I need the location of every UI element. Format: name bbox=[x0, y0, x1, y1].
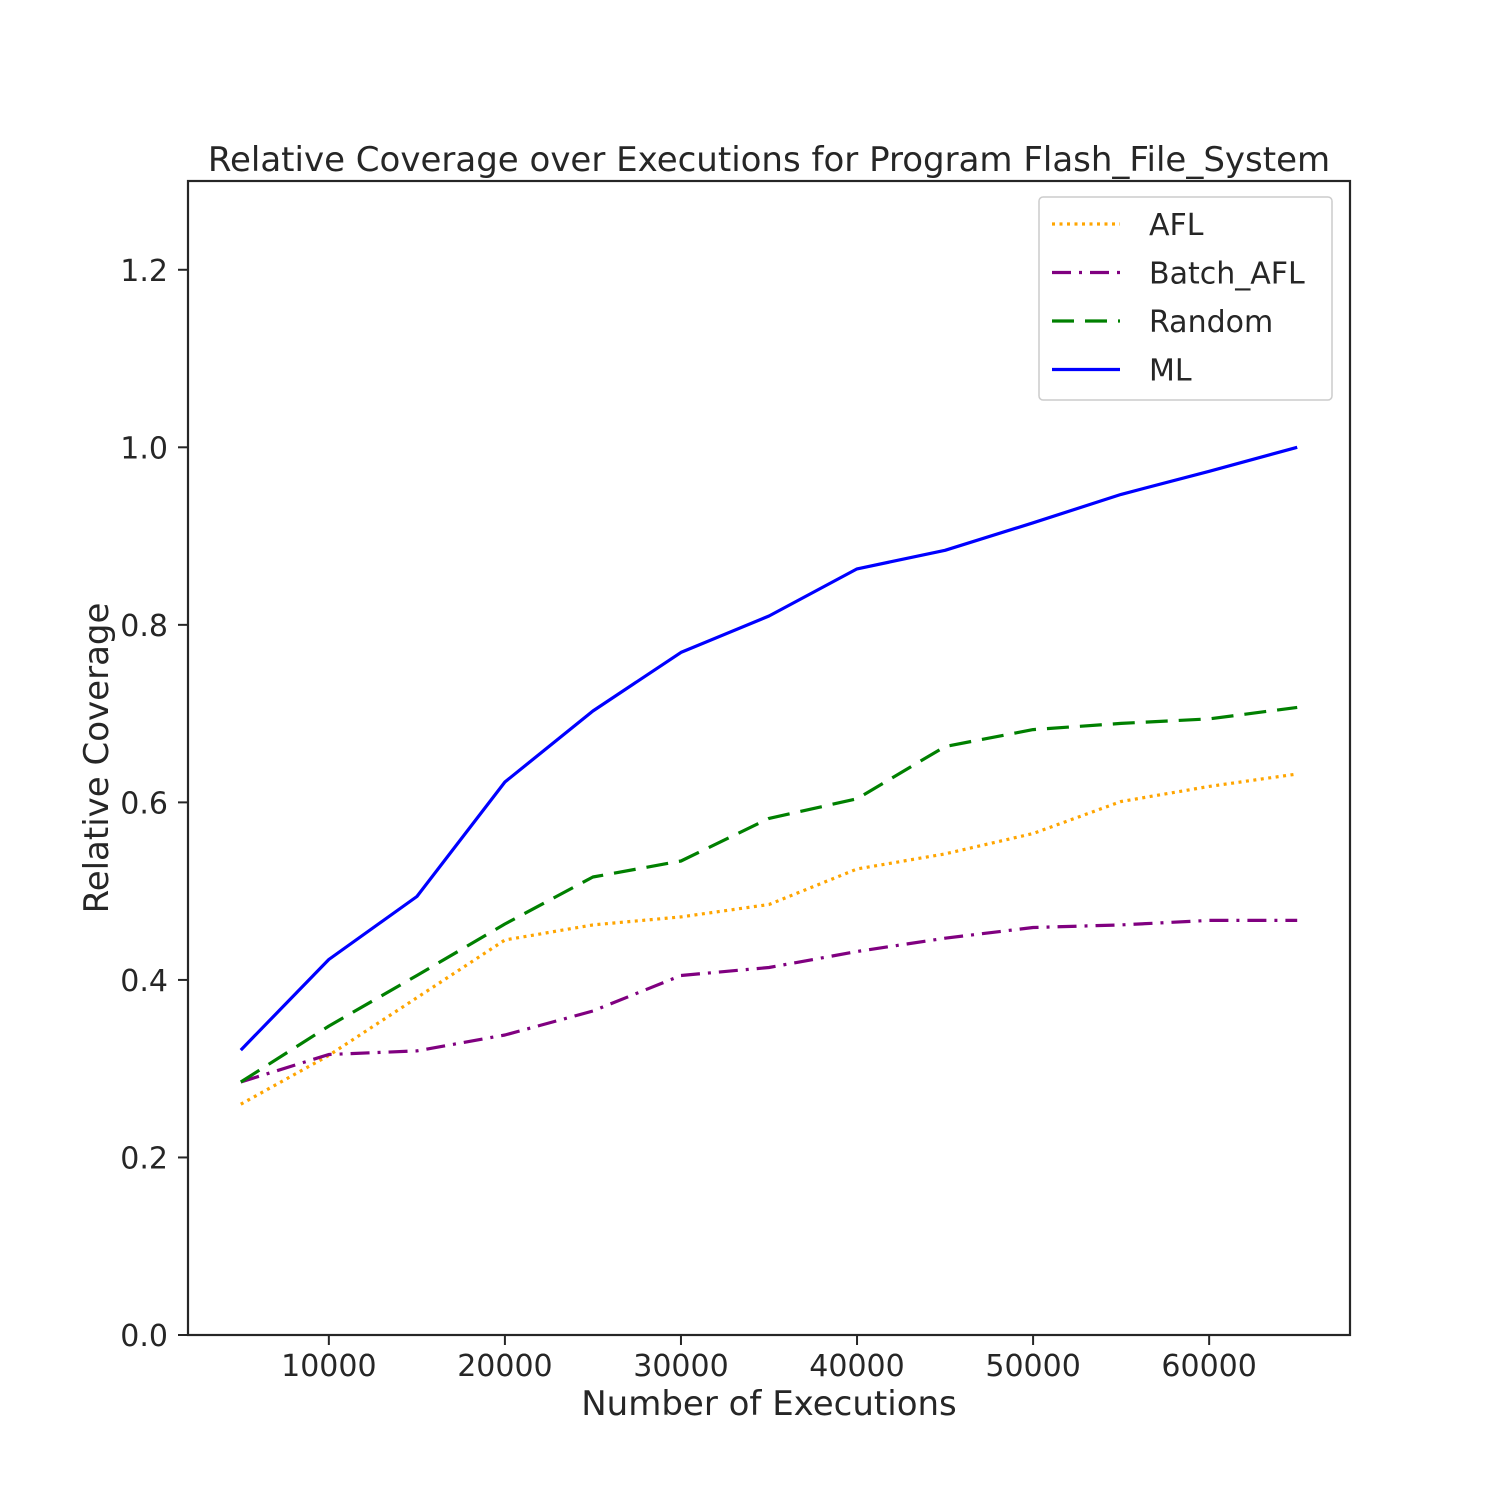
y-tick-label: 0.2 bbox=[120, 1141, 168, 1176]
chart-title: Relative Coverage over Executions for Pr… bbox=[208, 140, 1330, 180]
legend-frame bbox=[1038, 196, 1333, 401]
series-line-random bbox=[239, 705, 1298, 1084]
y-axis: 0.0 0.2 0.4 0.6 0.8 1.0 1.2 bbox=[120, 254, 188, 1354]
legend: AFL Batch_AFL Random ML bbox=[1038, 196, 1333, 401]
x-tick-label: 60000 bbox=[1161, 1349, 1256, 1384]
y-tick-label: 0.0 bbox=[120, 1319, 168, 1354]
y-axis-title: Relative Coverage bbox=[77, 603, 117, 914]
x-tick-label: 40000 bbox=[809, 1349, 904, 1384]
x-axis: 10000 20000 30000 40000 50000 60000 bbox=[281, 1335, 1257, 1384]
legend-label: AFL bbox=[1149, 208, 1204, 243]
plot-area-frame bbox=[186, 179, 1352, 1337]
y-tick-label: 1.2 bbox=[120, 254, 168, 289]
y-tick-label: 0.4 bbox=[120, 964, 168, 999]
x-tick-label: 20000 bbox=[457, 1349, 552, 1384]
series-line-ml bbox=[239, 445, 1298, 1052]
legend-label: Random bbox=[1149, 305, 1273, 340]
x-tick-label: 30000 bbox=[633, 1349, 728, 1384]
y-tick-label: 0.8 bbox=[120, 609, 168, 644]
legend-label: ML bbox=[1149, 354, 1192, 389]
x-axis-title: Number of Executions bbox=[581, 1384, 957, 1424]
series-line-afl bbox=[240, 772, 1298, 1106]
series-line-batch-afl bbox=[240, 918, 1298, 1084]
series-layer bbox=[239, 445, 1298, 1106]
legend-label: Batch_AFL bbox=[1149, 257, 1305, 292]
y-tick-label: 0.6 bbox=[120, 786, 168, 821]
x-tick-label: 50000 bbox=[985, 1349, 1080, 1384]
y-tick-label: 1.0 bbox=[120, 431, 168, 466]
x-tick-label: 10000 bbox=[281, 1349, 376, 1384]
